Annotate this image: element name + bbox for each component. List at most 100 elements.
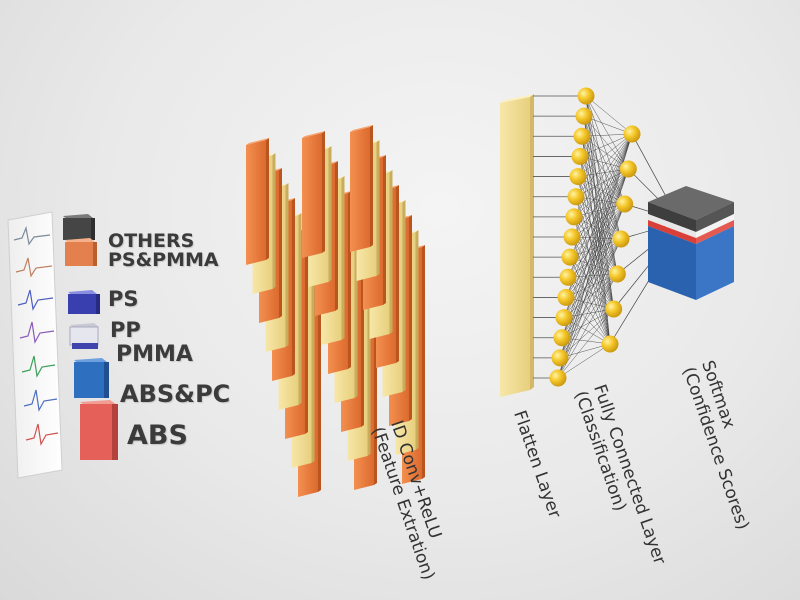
ps-pmma-cube-icon	[65, 238, 97, 266]
feature-map-plate-edge	[415, 230, 419, 450]
dense-connection-edge	[557, 238, 622, 379]
input-neuron	[559, 268, 577, 286]
dense-connection-edge	[559, 133, 633, 358]
input-neuron	[557, 288, 575, 306]
dense-connection-edge	[573, 216, 614, 310]
network-connections	[533, 95, 671, 379]
dense-connection-edge	[569, 168, 629, 258]
dense-connection-edge	[581, 136, 629, 170]
input-neuron	[575, 107, 593, 125]
feature-map-plate-edge	[328, 146, 332, 282]
dense-connection-edge	[583, 115, 629, 170]
feature-map-plate-edge	[341, 176, 345, 340]
dense-connection-edge	[581, 136, 614, 310]
dense-connection-edge	[575, 168, 629, 197]
dense-connection-edge	[573, 203, 625, 218]
dense-connection-edge	[583, 116, 618, 275]
dense-connection-edge	[569, 203, 625, 258]
dense-connection-edge	[561, 203, 625, 338]
feature-map-plate-edge	[298, 213, 302, 405]
flatten-layer-bar	[500, 94, 534, 397]
legend-label-ps-pmma: PS&PMMA	[108, 249, 219, 271]
dense-connection-edge	[579, 133, 633, 157]
dense-connection-edge	[557, 203, 625, 379]
dense-connection-edge	[579, 156, 611, 345]
dense-connection-edge	[565, 203, 625, 298]
input-neuron	[561, 248, 579, 266]
dense-connection-edge	[577, 176, 625, 205]
dense-connection-edge	[579, 156, 622, 240]
feature-map-plate-edge	[279, 168, 282, 318]
input-neuron	[571, 147, 589, 165]
dense-connection-edge	[571, 203, 625, 238]
dense-connection-edge	[567, 203, 625, 278]
dense-connection-edge	[575, 196, 618, 275]
hidden-neuron	[616, 195, 634, 213]
dense-connection-edge	[581, 136, 625, 205]
input-spectra-panel	[7, 211, 63, 479]
dense-connection-edge	[575, 196, 611, 345]
dense-connection-edge	[571, 168, 629, 238]
feature-map-plate-edge	[318, 258, 321, 492]
softmax-output-block	[648, 186, 734, 300]
input-neuron	[553, 329, 571, 347]
dense-connection-edge	[575, 133, 633, 197]
feature-map-plate	[350, 127, 370, 252]
dense-connection-edge	[585, 95, 622, 240]
input-neuron	[569, 168, 587, 186]
input-neuron	[565, 208, 583, 226]
dense-connection-edge	[579, 156, 625, 205]
dense-connection-edge	[563, 168, 629, 318]
feature-map-plate	[302, 133, 322, 258]
hidden-neuron	[623, 125, 641, 143]
pp-cube-icon	[69, 323, 99, 349]
input-neuron	[573, 127, 591, 145]
neuron-to-softmax-edge	[631, 133, 671, 204]
dense-connection-edge	[559, 203, 625, 358]
legend-label-abs-pc: ABS&PC	[120, 380, 231, 408]
dense-connection-edge	[571, 236, 618, 275]
dense-connection-edge	[577, 176, 622, 240]
dense-connection-edge	[557, 308, 614, 379]
dense-connection-edge	[579, 156, 614, 310]
legend-label-ps: PS	[108, 287, 139, 311]
dense-connection-edge	[573, 133, 633, 218]
feature-map-plate-edge	[311, 243, 315, 463]
feature-map-plate-edge	[376, 140, 380, 276]
feature-map-plate-edge	[370, 125, 373, 247]
others-cube-icon	[63, 214, 95, 240]
dense-connection-edge	[583, 116, 614, 310]
dense-connection-edge	[585, 95, 625, 205]
feature-map-plate-top	[246, 138, 269, 145]
dense-connection-edge	[583, 116, 611, 345]
dense-connection-edge	[567, 133, 633, 278]
feature-map-plate-edge	[335, 161, 338, 311]
abs-cube-icon	[80, 400, 118, 460]
dense-connection-edge	[577, 133, 633, 177]
dense-connection-edge	[577, 176, 618, 275]
hidden-neuron	[601, 335, 619, 353]
feature-map-plate-top	[350, 125, 373, 132]
feature-map-plate-edge	[402, 200, 406, 392]
hidden-neuron	[619, 160, 637, 178]
dense-connection-edge	[583, 116, 625, 205]
legend-label-others: OTHERS	[108, 230, 195, 252]
hidden-neuron	[608, 265, 626, 283]
feature-map-plate-edge	[305, 228, 308, 434]
dense-connection-edge	[557, 343, 611, 379]
dense-connection-edge	[585, 95, 633, 135]
legend-label-pp: PP	[110, 318, 141, 342]
feature-map-plate-edge	[285, 183, 289, 347]
dense-connection-edge	[573, 216, 618, 275]
feature-map-plate-edge	[409, 215, 412, 421]
dense-connection-edge	[575, 196, 622, 240]
dense-connection-edge	[571, 133, 633, 238]
dense-connection-edge	[565, 133, 633, 298]
legend-label-pmma: PMMA	[116, 342, 193, 367]
hidden-neuron	[605, 300, 623, 318]
input-neuron	[549, 369, 567, 387]
input-neuron	[577, 87, 595, 105]
dense-connection-edge	[561, 168, 629, 338]
pmma-cube-icon	[74, 358, 109, 398]
